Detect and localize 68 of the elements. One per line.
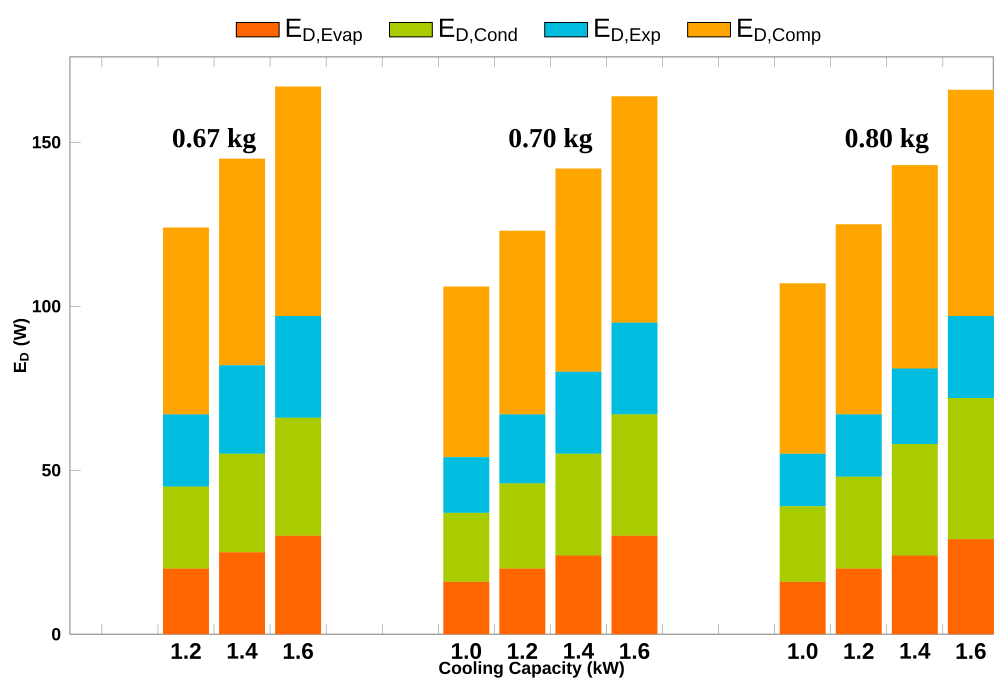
bar	[275, 86, 322, 316]
bar	[612, 96, 658, 323]
x-axis-title: Cooling Capacity (kW)	[439, 661, 624, 678]
x-tick-label: 1.0	[452, 643, 482, 660]
bar	[219, 454, 266, 552]
x-tick-label: 1.6	[284, 643, 313, 660]
y-tick-label: 50	[42, 464, 60, 476]
bar	[892, 165, 938, 369]
y-tick-label: 150	[32, 136, 60, 148]
bar	[555, 555, 602, 634]
x-tick-label: 1.6	[620, 643, 650, 660]
x-tick-label: 1.2	[172, 643, 201, 659]
bar	[780, 283, 826, 454]
bar	[163, 568, 209, 634]
bar	[555, 454, 602, 556]
legend-label: E$_{D,Cond}$	[440, 18, 517, 44]
bar	[275, 316, 322, 418]
annotation: 0.70 kg	[509, 128, 592, 154]
bar	[892, 444, 938, 556]
annotation: 0.67 kg	[172, 128, 256, 154]
y-axis-title: E$_{D}$ (W)	[13, 318, 30, 372]
x-tick-label: 1.2	[508, 643, 538, 659]
bar	[948, 398, 994, 540]
bar	[612, 536, 658, 634]
bar	[443, 582, 490, 634]
x-tick-label: 1.4	[900, 643, 930, 659]
bar	[219, 552, 266, 634]
legend-label: E$_{D,Evap}$	[286, 18, 362, 45]
bar	[780, 582, 826, 634]
annotation: 0.80 kg	[846, 128, 929, 154]
bar	[219, 158, 266, 366]
bar	[836, 414, 882, 477]
bar	[555, 168, 602, 372]
bar	[275, 418, 322, 536]
bar	[555, 372, 602, 454]
bar	[948, 539, 994, 634]
x-tick-label: 1.2	[844, 643, 874, 659]
bar	[163, 414, 209, 487]
x-tick-label: 1.6	[956, 643, 986, 660]
y-tick-label: 100	[32, 300, 60, 312]
bar	[836, 476, 882, 569]
x-tick-label: 1.0	[788, 643, 818, 660]
bar	[443, 457, 490, 513]
x-tick-label: 1.4	[564, 643, 594, 659]
bar	[836, 568, 882, 634]
bar	[443, 286, 490, 458]
bar	[780, 454, 826, 506]
bar	[612, 322, 658, 414]
bar	[892, 368, 938, 444]
legend-label: E$_{D,Exp}$	[595, 18, 660, 45]
bar	[219, 365, 266, 454]
legend-label: E$_{D,Comp}$	[738, 18, 820, 45]
bar	[163, 486, 209, 569]
x-tick-label: 1.4	[228, 643, 258, 659]
bar	[612, 414, 658, 536]
bar	[443, 512, 490, 582]
y-tick-label: 0	[52, 628, 60, 640]
bar	[892, 555, 938, 634]
bar	[780, 506, 826, 582]
bar	[836, 224, 882, 414]
bar	[948, 316, 994, 398]
bar	[499, 568, 546, 634]
bar	[948, 90, 994, 316]
bar	[275, 536, 322, 634]
bar	[499, 414, 546, 484]
bar	[499, 483, 546, 569]
bar	[163, 227, 209, 414]
bar	[499, 230, 546, 414]
